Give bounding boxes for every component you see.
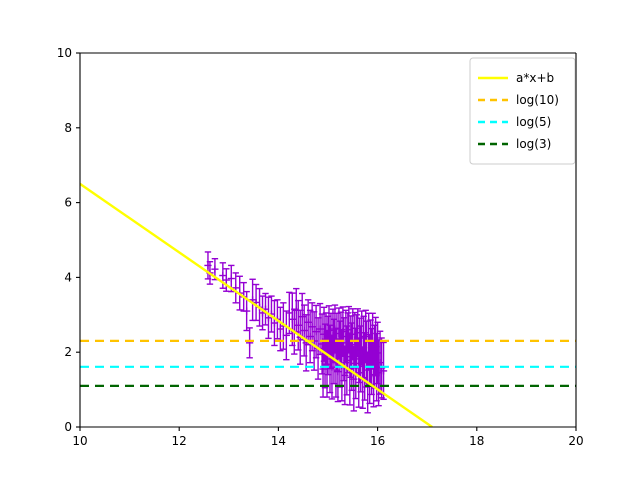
xtick-label: 16 bbox=[370, 434, 385, 448]
ytick-label: 6 bbox=[64, 196, 72, 210]
legend-label: log(10) bbox=[516, 93, 559, 107]
axes-spines bbox=[79, 52, 577, 428]
legend-label: log(5) bbox=[516, 115, 551, 129]
xtick-label: 14 bbox=[271, 434, 286, 448]
axis-ticks: 10 12 14 16 18 20 0 2 4 6 8 10 bbox=[57, 46, 584, 448]
ytick-label: 0 bbox=[64, 420, 72, 434]
ytick-label: 4 bbox=[64, 270, 72, 284]
data-layer bbox=[80, 182, 576, 427]
legend[interactable]: a*x+b log(10) log(5) log(3) bbox=[469, 57, 576, 165]
ytick-label: 2 bbox=[64, 345, 72, 359]
ytick-label: 10 bbox=[57, 46, 72, 60]
legend-label: log(3) bbox=[516, 137, 551, 151]
xtick-label: 12 bbox=[172, 434, 187, 448]
xtick-label: 20 bbox=[568, 434, 583, 448]
legend-box bbox=[469, 57, 576, 165]
xtick-label: 10 bbox=[72, 434, 87, 448]
fit-line bbox=[80, 182, 433, 427]
xtick-label: 18 bbox=[469, 434, 484, 448]
ytick-label: 8 bbox=[64, 121, 72, 135]
legend-label: a*x+b bbox=[516, 71, 554, 85]
